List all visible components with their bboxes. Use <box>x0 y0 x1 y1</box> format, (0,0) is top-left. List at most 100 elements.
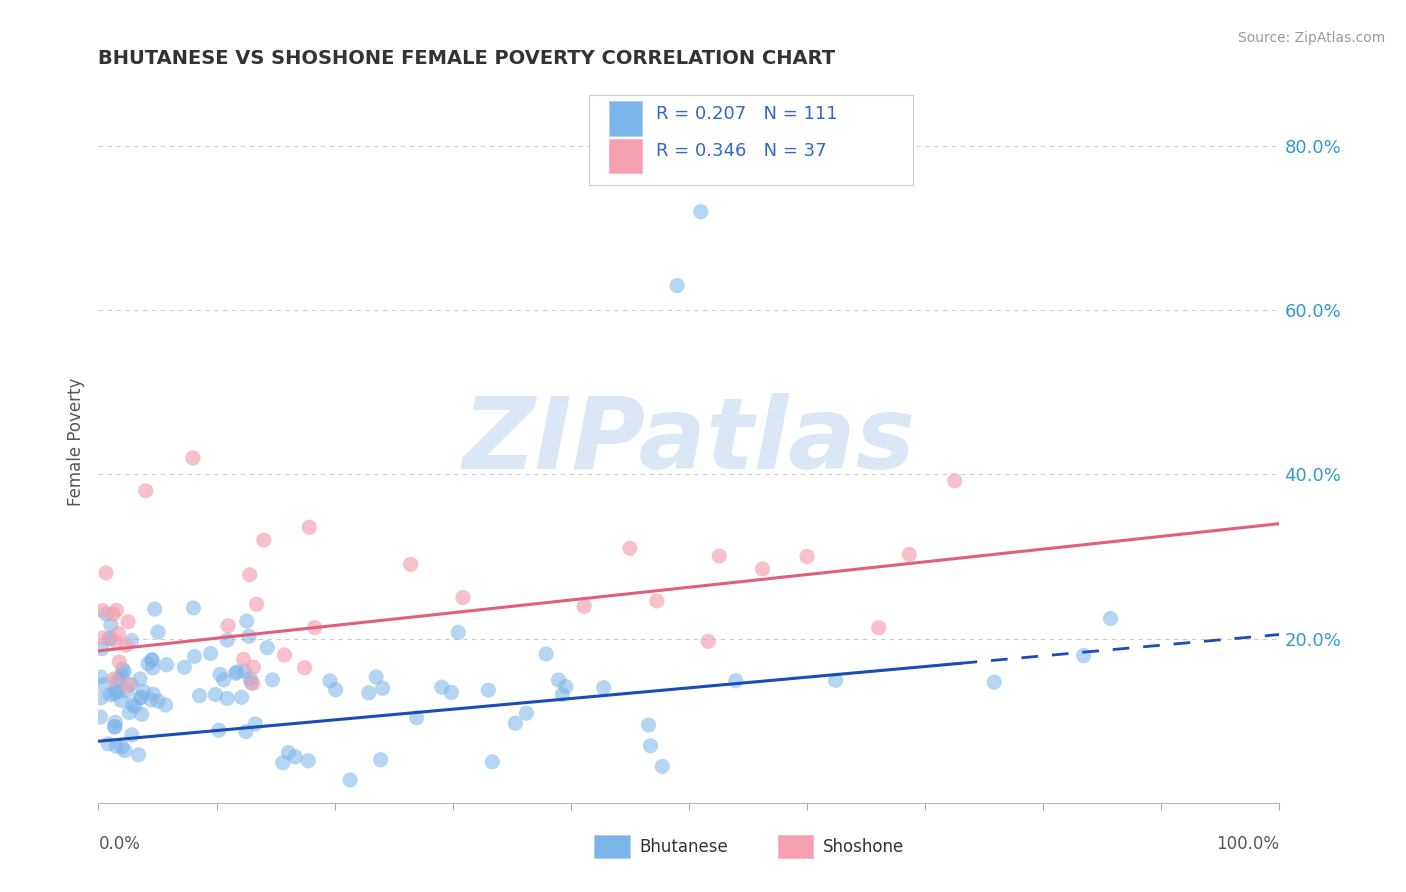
Point <box>117 615 139 629</box>
Point <box>371 681 394 696</box>
Point <box>405 711 427 725</box>
Point <box>325 682 347 697</box>
Point <box>370 753 392 767</box>
Point <box>108 673 131 687</box>
Point <box>824 673 846 688</box>
FancyBboxPatch shape <box>595 835 630 858</box>
FancyBboxPatch shape <box>609 101 641 136</box>
Point <box>481 755 503 769</box>
Point <box>105 739 128 754</box>
Text: 100.0%: 100.0% <box>1216 835 1279 854</box>
Point <box>697 634 720 648</box>
Point <box>111 662 134 676</box>
Point <box>208 723 231 738</box>
Point <box>273 648 295 662</box>
Point <box>181 450 204 465</box>
Point <box>103 687 125 701</box>
Point <box>1099 611 1122 625</box>
Point <box>121 728 143 742</box>
Point <box>146 694 169 708</box>
Point <box>97 632 120 646</box>
Point <box>100 618 122 632</box>
Point <box>93 677 115 691</box>
Point <box>141 652 163 666</box>
Y-axis label: Female Poverty: Female Poverty <box>67 377 86 506</box>
Point <box>188 689 211 703</box>
Point <box>1073 648 1095 663</box>
Point <box>104 715 127 730</box>
Point <box>90 641 112 656</box>
Point <box>112 665 135 679</box>
Point <box>238 629 260 643</box>
Point <box>104 684 127 698</box>
Point <box>239 672 262 686</box>
Point <box>440 685 463 699</box>
Point <box>451 591 474 605</box>
Point <box>796 549 818 564</box>
Point <box>131 707 153 722</box>
Point <box>256 640 278 655</box>
Point <box>399 558 422 572</box>
Point <box>284 749 307 764</box>
Point <box>551 688 574 702</box>
Point <box>709 549 731 563</box>
Point <box>146 625 169 640</box>
Point <box>121 633 143 648</box>
Point <box>108 655 131 669</box>
Point <box>129 672 152 686</box>
Point <box>547 673 569 687</box>
Point <box>339 772 361 787</box>
Point <box>534 647 557 661</box>
Point <box>245 717 267 731</box>
Point <box>91 631 114 645</box>
Point <box>90 670 112 684</box>
Text: Bhutanese: Bhutanese <box>640 838 728 855</box>
Point <box>97 737 120 751</box>
Point <box>100 632 122 646</box>
Point <box>242 676 264 690</box>
Point <box>619 541 641 556</box>
Point <box>110 693 132 707</box>
Point <box>107 626 129 640</box>
Point <box>477 683 499 698</box>
Point <box>232 652 254 666</box>
Point <box>98 688 121 702</box>
Text: 0.0%: 0.0% <box>98 835 141 854</box>
Point <box>294 661 316 675</box>
Point <box>645 594 668 608</box>
Point <box>118 706 141 720</box>
Point <box>430 680 453 694</box>
Point <box>101 607 124 621</box>
Point <box>104 720 127 734</box>
Point <box>236 614 259 628</box>
Point <box>120 677 142 691</box>
Point <box>640 739 662 753</box>
Point <box>155 698 177 712</box>
Point <box>253 533 276 547</box>
Point <box>111 668 134 682</box>
Point <box>141 693 163 707</box>
Point <box>224 666 246 681</box>
Point <box>277 746 299 760</box>
Point <box>357 686 380 700</box>
Point <box>200 647 222 661</box>
Point <box>117 678 139 692</box>
Point <box>447 625 470 640</box>
Point <box>319 673 342 688</box>
Point <box>298 520 321 534</box>
Point <box>135 483 157 498</box>
Point <box>246 597 269 611</box>
FancyBboxPatch shape <box>609 139 641 173</box>
Text: ZIPatlas: ZIPatlas <box>463 393 915 490</box>
Point <box>689 204 711 219</box>
Point <box>572 599 595 614</box>
Point <box>129 690 152 705</box>
Point <box>105 603 128 617</box>
Point <box>124 699 146 714</box>
Text: Source: ZipAtlas.com: Source: ZipAtlas.com <box>1237 31 1385 45</box>
Point <box>129 690 152 705</box>
Point <box>136 657 159 671</box>
Point <box>89 710 111 724</box>
Point <box>132 684 155 698</box>
Point <box>217 691 239 706</box>
